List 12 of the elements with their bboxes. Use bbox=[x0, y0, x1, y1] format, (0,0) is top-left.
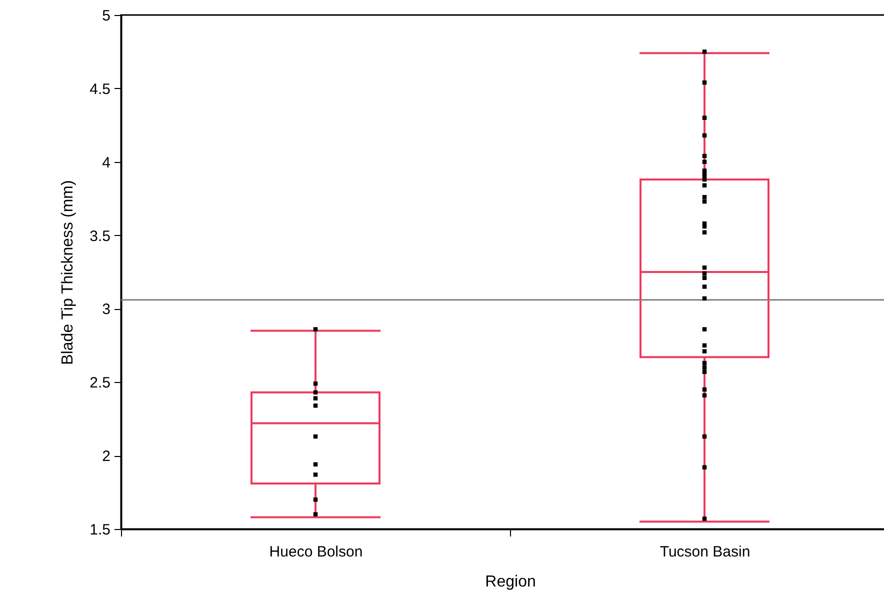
x-axis-title: Region bbox=[485, 574, 536, 590]
y-tick-label: 3 bbox=[102, 301, 110, 318]
y-tick-label: 4.5 bbox=[90, 80, 110, 98]
y-tick-label: 4 bbox=[102, 154, 110, 172]
y-tick-label: 2 bbox=[102, 448, 110, 466]
y-tick-label: 3.5 bbox=[90, 228, 110, 245]
y-axis-title: Blade Tip Thickness (mm) bbox=[60, 180, 77, 365]
y-tick-label: 2.5 bbox=[90, 374, 110, 392]
y-tick-label: 1.5 bbox=[90, 522, 110, 538]
y-tick-label: 5 bbox=[102, 8, 110, 24]
x-tick-label: Hueco Bolson bbox=[269, 544, 363, 560]
x-tick-label: Tucson Basin bbox=[660, 544, 750, 560]
